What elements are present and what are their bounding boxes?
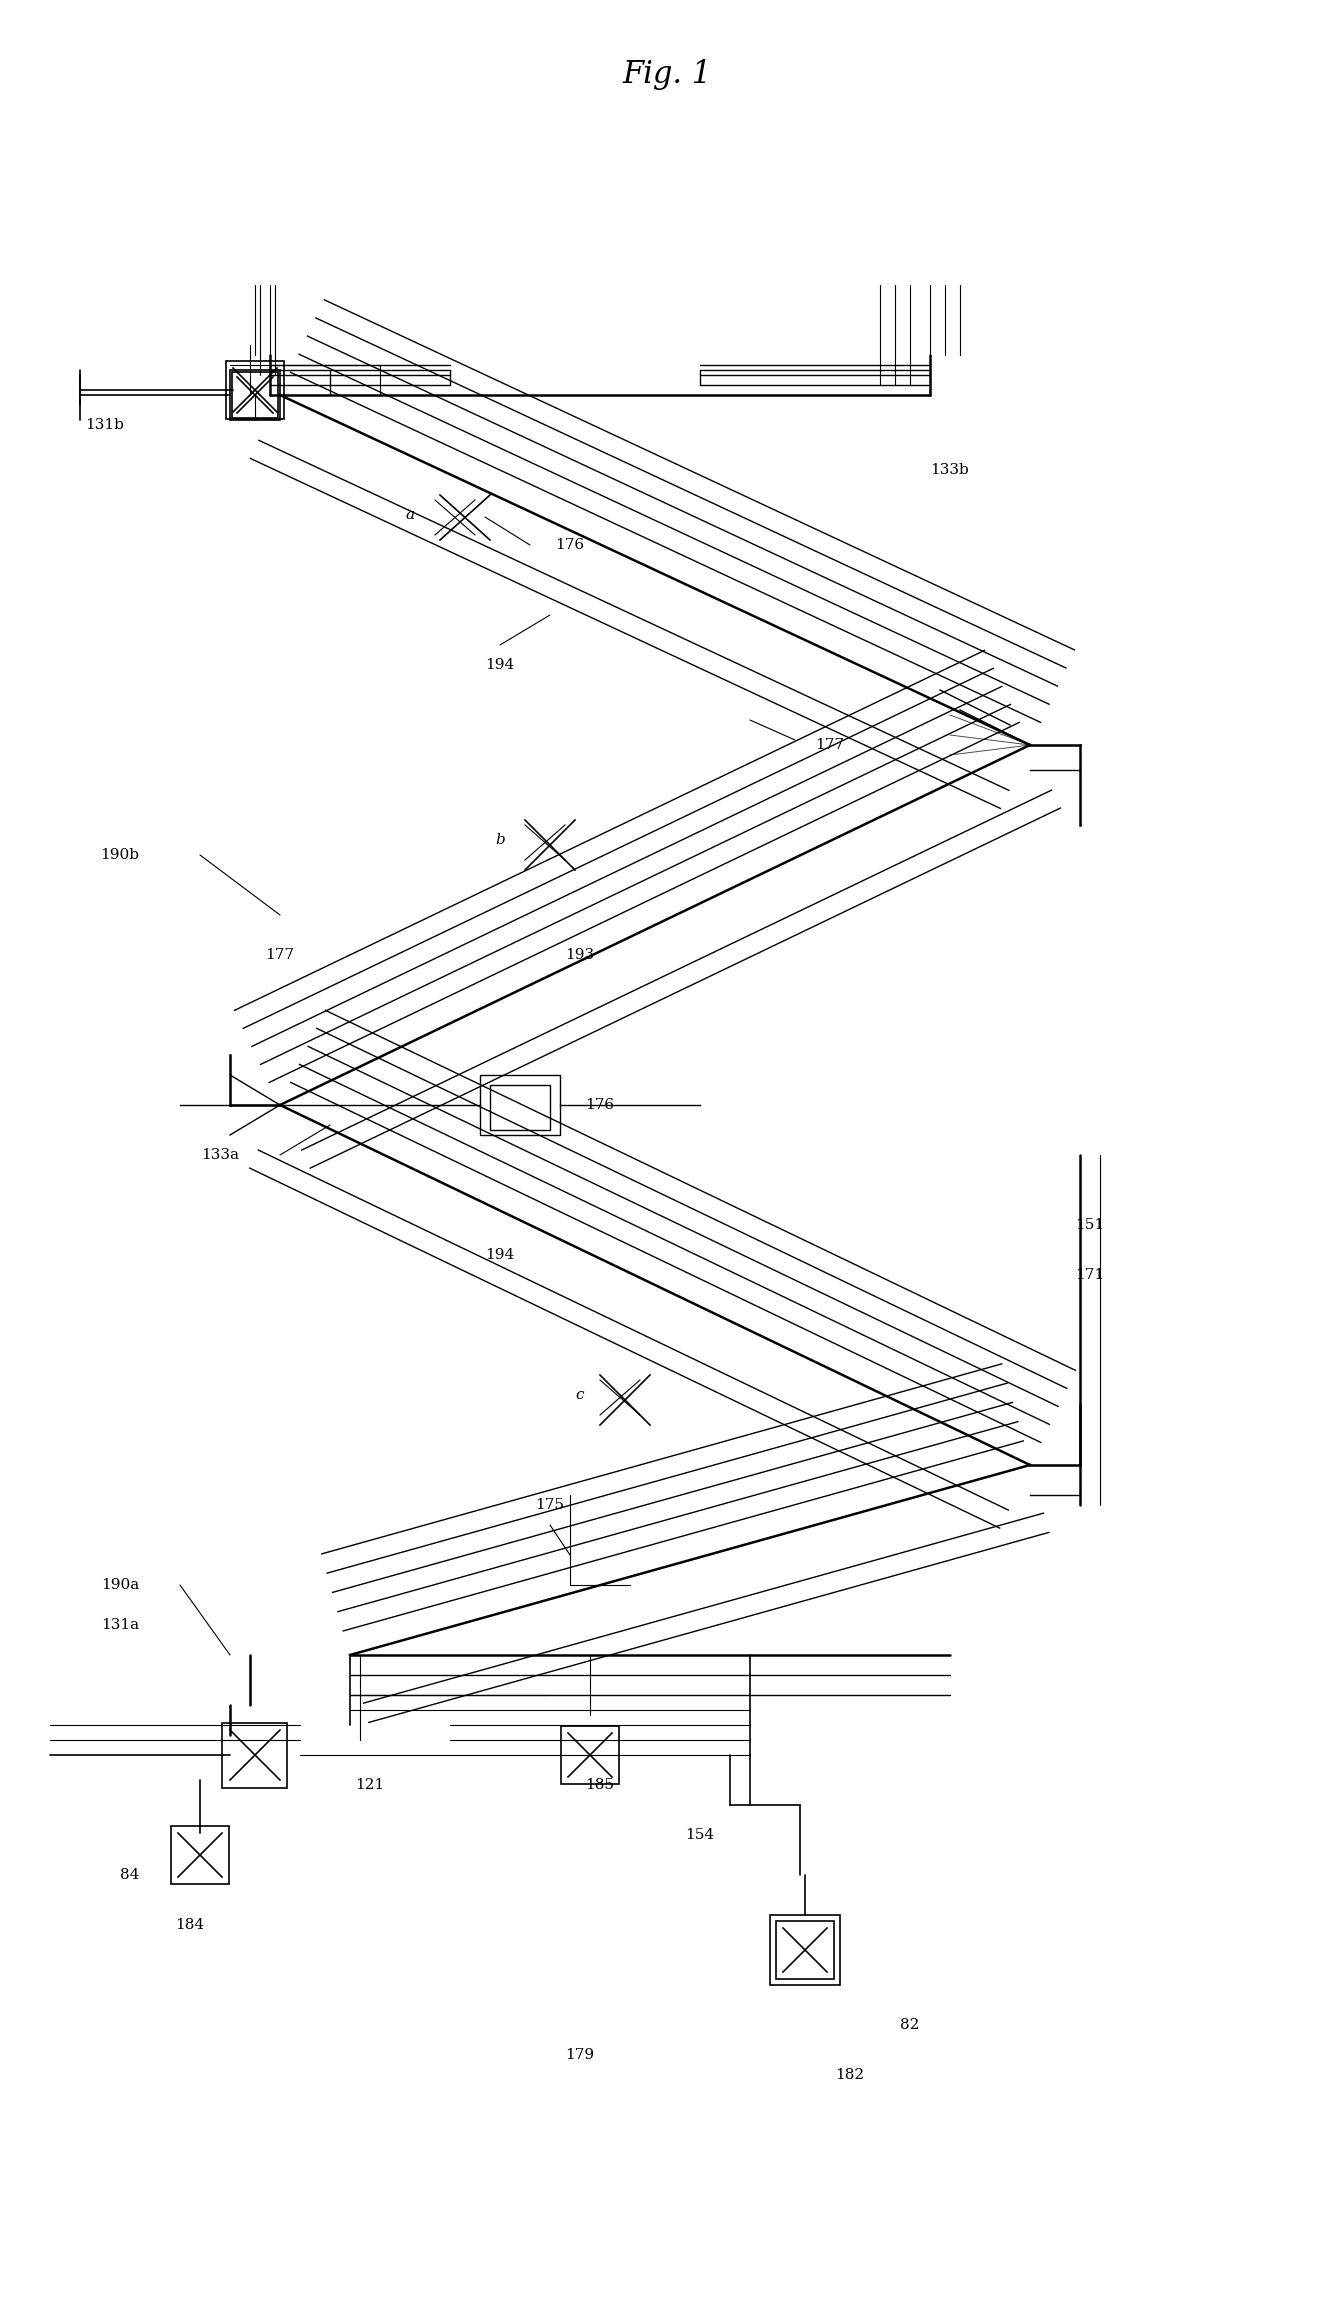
Text: 177: 177 <box>816 738 845 751</box>
Bar <box>480 1074 560 1134</box>
Text: Fig. 1: Fig. 1 <box>623 60 712 90</box>
Text: 179: 179 <box>565 2049 595 2063</box>
Text: 82: 82 <box>900 2017 920 2033</box>
Bar <box>223 1722 288 1786</box>
Text: 121: 121 <box>356 1777 385 1791</box>
Text: a: a <box>405 507 415 521</box>
Bar <box>776 1922 833 1978</box>
Text: 176: 176 <box>585 1097 615 1111</box>
Text: 194: 194 <box>485 1247 515 1263</box>
Bar <box>491 1086 551 1129</box>
Text: 182: 182 <box>836 2068 865 2081</box>
Text: 190b: 190b <box>100 848 140 862</box>
Bar <box>232 371 279 420</box>
Text: 193: 193 <box>565 947 595 961</box>
Text: 175: 175 <box>536 1498 564 1512</box>
Bar <box>227 362 284 420</box>
Text: 177: 177 <box>265 947 295 961</box>
Text: 133b: 133b <box>930 463 969 477</box>
Text: 154: 154 <box>685 1828 714 1842</box>
Bar <box>172 1826 228 1883</box>
Text: 194: 194 <box>485 657 515 673</box>
Bar <box>231 371 280 420</box>
Text: 151: 151 <box>1076 1217 1105 1231</box>
Text: 133a: 133a <box>201 1148 239 1162</box>
Text: b: b <box>495 832 505 846</box>
Text: 185: 185 <box>585 1777 615 1791</box>
Text: 176: 176 <box>556 537 585 551</box>
Text: 131b: 131b <box>85 417 124 431</box>
Text: 131a: 131a <box>101 1618 139 1632</box>
Text: 184: 184 <box>176 1918 204 1932</box>
Bar <box>770 1915 840 1985</box>
Text: 171: 171 <box>1076 1268 1105 1282</box>
Text: 84: 84 <box>120 1867 140 1881</box>
Text: c: c <box>576 1388 584 1401</box>
Bar <box>561 1726 619 1784</box>
Text: 190a: 190a <box>101 1579 139 1593</box>
